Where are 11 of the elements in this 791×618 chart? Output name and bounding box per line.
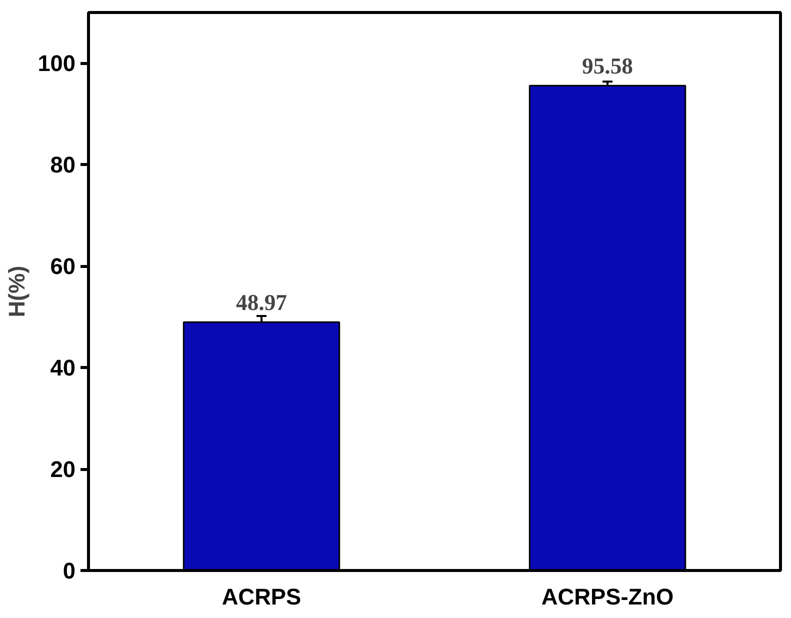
y-axis-title: H(%) [4, 266, 30, 318]
y-tick-label: 20 [50, 456, 76, 482]
y-tick-label: 0 [62, 558, 76, 584]
y-tick-label: 40 [50, 354, 76, 381]
y-tick-label: 80 [50, 152, 76, 178]
data-label: 48.97 [236, 290, 287, 316]
y-tick-label: 60 [50, 253, 76, 280]
data-label: 95.58 [582, 54, 633, 79]
x-tick-label: ACRPS [222, 584, 302, 610]
x-tick-label: ACRPS-ZnO [541, 584, 674, 610]
y-tick-label: 100 [38, 50, 76, 76]
